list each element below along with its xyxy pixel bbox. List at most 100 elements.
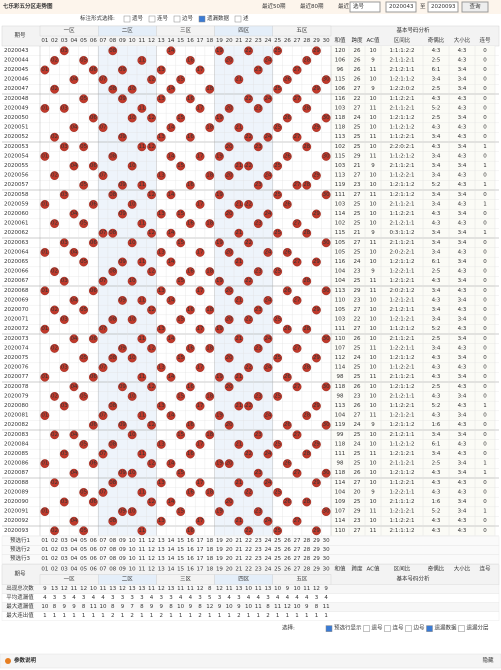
preselect-number[interactable]: 27	[294, 556, 301, 562]
preselect-number[interactable]: 27	[294, 538, 301, 544]
preselect-number[interactable]: 11	[138, 538, 145, 544]
preselect-number[interactable]: 13	[158, 538, 165, 544]
preselect-number[interactable]: 24	[264, 547, 271, 553]
preselect-number[interactable]: 30	[323, 538, 330, 544]
checkbox[interactable]	[123, 15, 131, 23]
preselect-number[interactable]: 14	[167, 556, 174, 562]
preselect-number[interactable]: 21	[235, 547, 242, 553]
preselect-number[interactable]: 10	[129, 556, 136, 562]
option-text[interactable]: 预选行显示	[334, 624, 362, 632]
preselect-number[interactable]: 05	[80, 538, 87, 544]
preselect-number[interactable]: 07	[100, 538, 107, 544]
preselect-number[interactable]: 08	[109, 547, 116, 553]
preselect-number[interactable]: 13	[158, 547, 165, 553]
preselect-number[interactable]: 12	[148, 547, 155, 553]
preselect-number[interactable]: 19	[216, 556, 223, 562]
checkbox[interactable]	[148, 15, 156, 23]
preselect-number[interactable]: 15	[177, 547, 184, 553]
preselect-number[interactable]: 01	[41, 547, 48, 553]
from-input[interactable]	[385, 1, 417, 13]
preselect-number[interactable]: 02	[51, 556, 58, 562]
preselect-number[interactable]: 17	[197, 556, 204, 562]
preselect-number[interactable]: 11	[138, 556, 145, 562]
preselect-number[interactable]: 14	[167, 538, 174, 544]
preselect-number[interactable]: 18	[206, 538, 213, 544]
option-text[interactable]: 连号	[157, 14, 169, 22]
preselect-number[interactable]: 29	[313, 538, 320, 544]
period-link[interactable]: 最近80期	[300, 2, 324, 10]
preselect-number[interactable]: 22	[245, 547, 252, 553]
checkbox[interactable]	[458, 625, 465, 632]
preselect-number[interactable]: 19	[216, 547, 223, 553]
preselect-number[interactable]: 04	[70, 547, 77, 553]
preselect-number[interactable]: 09	[119, 556, 126, 562]
preselect-number[interactable]: 29	[313, 547, 320, 553]
preselect-number[interactable]: 10	[129, 538, 136, 544]
preselect-number[interactable]: 21	[235, 556, 242, 562]
preselect-number[interactable]: 04	[70, 556, 77, 562]
preselect-number[interactable]: 08	[109, 556, 116, 562]
checkbox[interactable]	[325, 625, 333, 632]
preselect-number[interactable]: 25	[274, 547, 281, 553]
preselect-number[interactable]: 08	[109, 538, 116, 544]
preselect-number[interactable]: 17	[197, 538, 204, 544]
preselect-number[interactable]: 03	[61, 538, 68, 544]
select-box[interactable]	[349, 1, 381, 13]
to-input[interactable]	[427, 1, 459, 13]
option-text[interactable]: 述	[243, 14, 249, 22]
preselect-number[interactable]: 24	[264, 556, 271, 562]
preselect-number[interactable]: 02	[51, 538, 58, 544]
option-text[interactable]: 遗号	[372, 624, 384, 632]
option-text[interactable]: 边号	[182, 14, 194, 22]
option-text[interactable]: 连号	[393, 624, 405, 632]
preselect-number[interactable]: 27	[294, 547, 301, 553]
preselect-number[interactable]: 26	[284, 538, 291, 544]
preselect-number[interactable]: 12	[148, 538, 155, 544]
preselect-number[interactable]: 16	[187, 556, 194, 562]
preselect-number[interactable]: 09	[119, 547, 126, 553]
preselect-number[interactable]: 25	[274, 556, 281, 562]
preselect-number[interactable]: 25	[274, 538, 281, 544]
preselect-number[interactable]: 16	[187, 547, 194, 553]
option-text[interactable]: 遗漏分层	[467, 624, 490, 632]
preselect-number[interactable]: 06	[90, 556, 97, 562]
preselect-number[interactable]: 20	[226, 538, 233, 544]
period-link[interactable]: 最近50期	[262, 2, 286, 10]
preselect-number[interactable]: 11	[138, 547, 145, 553]
preselect-number[interactable]: 06	[90, 547, 97, 553]
preselect-number[interactable]: 15	[177, 556, 184, 562]
option-text[interactable]: 边号	[414, 624, 426, 632]
preselect-number[interactable]: 07	[100, 556, 107, 562]
preselect-number[interactable]: 18	[206, 547, 213, 553]
preselect-number[interactable]: 04	[70, 538, 77, 544]
preselect-number[interactable]: 28	[303, 556, 310, 562]
preselect-number[interactable]: 14	[167, 547, 174, 553]
preselect-number[interactable]: 16	[187, 538, 194, 544]
checkbox[interactable]	[363, 625, 370, 632]
preselect-number[interactable]: 03	[61, 547, 68, 553]
preselect-number[interactable]: 26	[284, 556, 291, 562]
preselect-number[interactable]: 01	[41, 538, 48, 544]
preselect-number[interactable]: 22	[245, 556, 252, 562]
preselect-number[interactable]: 23	[255, 556, 262, 562]
preselect-number[interactable]: 30	[323, 547, 330, 553]
preselect-number[interactable]: 03	[61, 556, 68, 562]
preselect-number[interactable]: 09	[119, 538, 126, 544]
checkbox[interactable]	[426, 625, 433, 632]
preselect-number[interactable]: 30	[323, 556, 330, 562]
preselect-number[interactable]: 26	[284, 547, 291, 553]
preselect-number[interactable]: 13	[158, 556, 165, 562]
preselect-number[interactable]: 28	[303, 547, 310, 553]
preselect-number[interactable]: 18	[206, 556, 213, 562]
option-text[interactable]: 遗漏数据	[435, 624, 458, 632]
preselect-number[interactable]: 01	[41, 556, 48, 562]
option-text[interactable]: 遗号	[132, 14, 144, 22]
preselect-number[interactable]: 22	[245, 538, 252, 544]
checkbox[interactable]	[173, 15, 181, 23]
preselect-number[interactable]: 05	[80, 556, 87, 562]
hide-link[interactable]: 隐藏	[482, 656, 494, 664]
preselect-number[interactable]: 12	[148, 556, 155, 562]
preselect-number[interactable]: 05	[80, 547, 87, 553]
preselect-number[interactable]: 29	[313, 556, 320, 562]
checkbox[interactable]	[234, 15, 242, 23]
